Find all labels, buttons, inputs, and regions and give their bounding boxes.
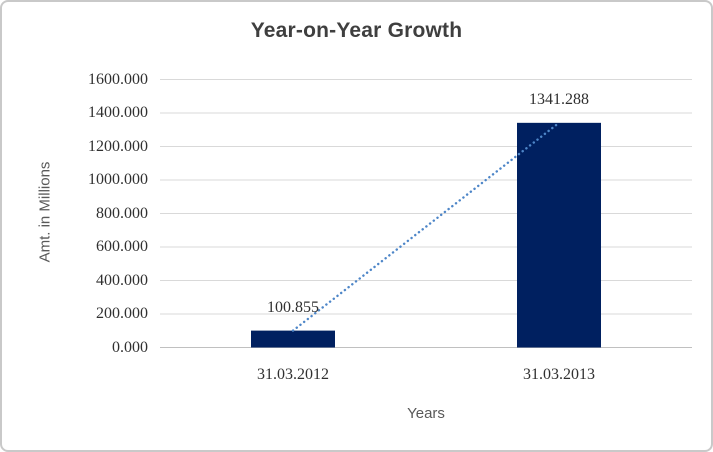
y-tick-label: 200.000 <box>96 305 148 322</box>
y-tick-label: 400.000 <box>96 271 148 289</box>
trendline <box>291 121 561 332</box>
y-tick-label: 1600.000 <box>88 70 148 88</box>
data-label: 1341.288 <box>529 90 589 108</box>
chart-title: Year-on-Year Growth <box>250 19 463 42</box>
y-tick-label: 1400.000 <box>88 104 148 121</box>
y-tick-label: 1200.000 <box>88 137 148 155</box>
bar-31.03.2013 <box>517 122 601 348</box>
y-tick-label: 800.000 <box>96 204 148 222</box>
x-category-label: 31.03.2012 <box>257 366 329 383</box>
x-axis-title: Years <box>407 405 445 422</box>
y-tick-label: 0.000 <box>112 338 148 356</box>
y-tick-label: 600.000 <box>96 238 148 255</box>
bar-31.03.2012 <box>251 330 335 348</box>
data-label: 100.855 <box>267 298 319 316</box>
y-tick-label: 1000.000 <box>88 171 148 188</box>
x-category-label: 31.03.2013 <box>523 366 595 383</box>
